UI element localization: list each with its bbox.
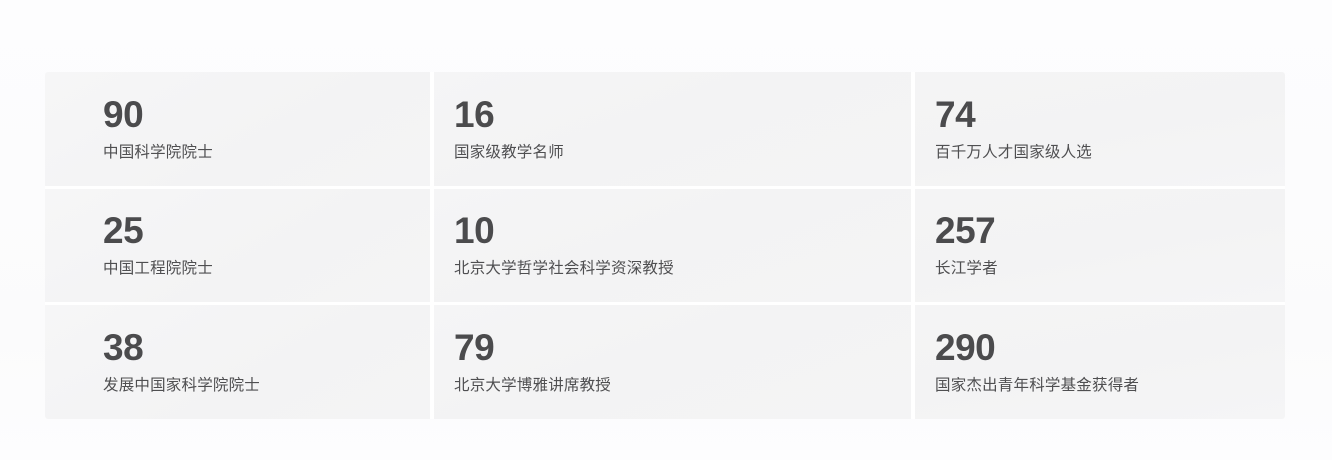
stat-value: 290 [935,326,996,368]
stat-value: 25 [103,210,144,252]
stat-cell[interactable]: 74 百千万人才国家级人选 [915,72,1285,186]
stat-label: 国家杰出青年科学基金获得者 [935,376,1140,394]
stat-label: 北京大学博雅讲席教授 [454,376,612,394]
stat-label: 北京大学哲学社会科学资深教授 [454,260,674,278]
stat-cell[interactable]: 257 长江学者 [915,188,1285,303]
stat-cell[interactable]: 25 中国工程院院士 [45,188,430,303]
stat-label: 中国工程院院士 [103,260,213,278]
stat-value: 90 [103,93,144,135]
stat-label: 中国科学院院士 [103,143,213,161]
stat-cell[interactable]: 16 国家级教学名师 [434,72,911,186]
stat-label: 长江学者 [935,260,998,278]
stat-value: 257 [935,210,996,252]
stat-value: 38 [103,326,144,368]
stat-label: 百千万人才国家级人选 [935,143,1093,161]
stat-label: 国家级教学名师 [454,143,564,161]
stat-value: 74 [935,93,976,135]
stat-value: 16 [454,93,495,135]
stat-label: 发展中国家科学院院士 [103,376,261,394]
stat-value: 10 [454,210,495,252]
statistics-row: 90 中国科学院院士 16 国家级教学名师 74 百千万人才国家级人选 [45,72,1285,186]
stat-cell[interactable]: 79 北京大学博雅讲席教授 [434,305,911,419]
statistics-panel: 90 中国科学院院士 16 国家级教学名师 74 百千万人才国家级人选 25 中… [45,72,1285,419]
stat-cell[interactable]: 38 发展中国家科学院院士 [45,305,430,419]
stat-cell[interactable]: 290 国家杰出青年科学基金获得者 [915,305,1285,419]
statistics-row: 38 发展中国家科学院院士 79 北京大学博雅讲席教授 290 国家杰出青年科学… [45,305,1285,419]
stat-cell[interactable]: 90 中国科学院院士 [45,72,430,186]
statistics-row: 25 中国工程院院士 10 北京大学哲学社会科学资深教授 257 长江学者 [45,188,1285,303]
stat-cell[interactable]: 10 北京大学哲学社会科学资深教授 [434,188,911,303]
stat-value: 79 [454,326,495,368]
